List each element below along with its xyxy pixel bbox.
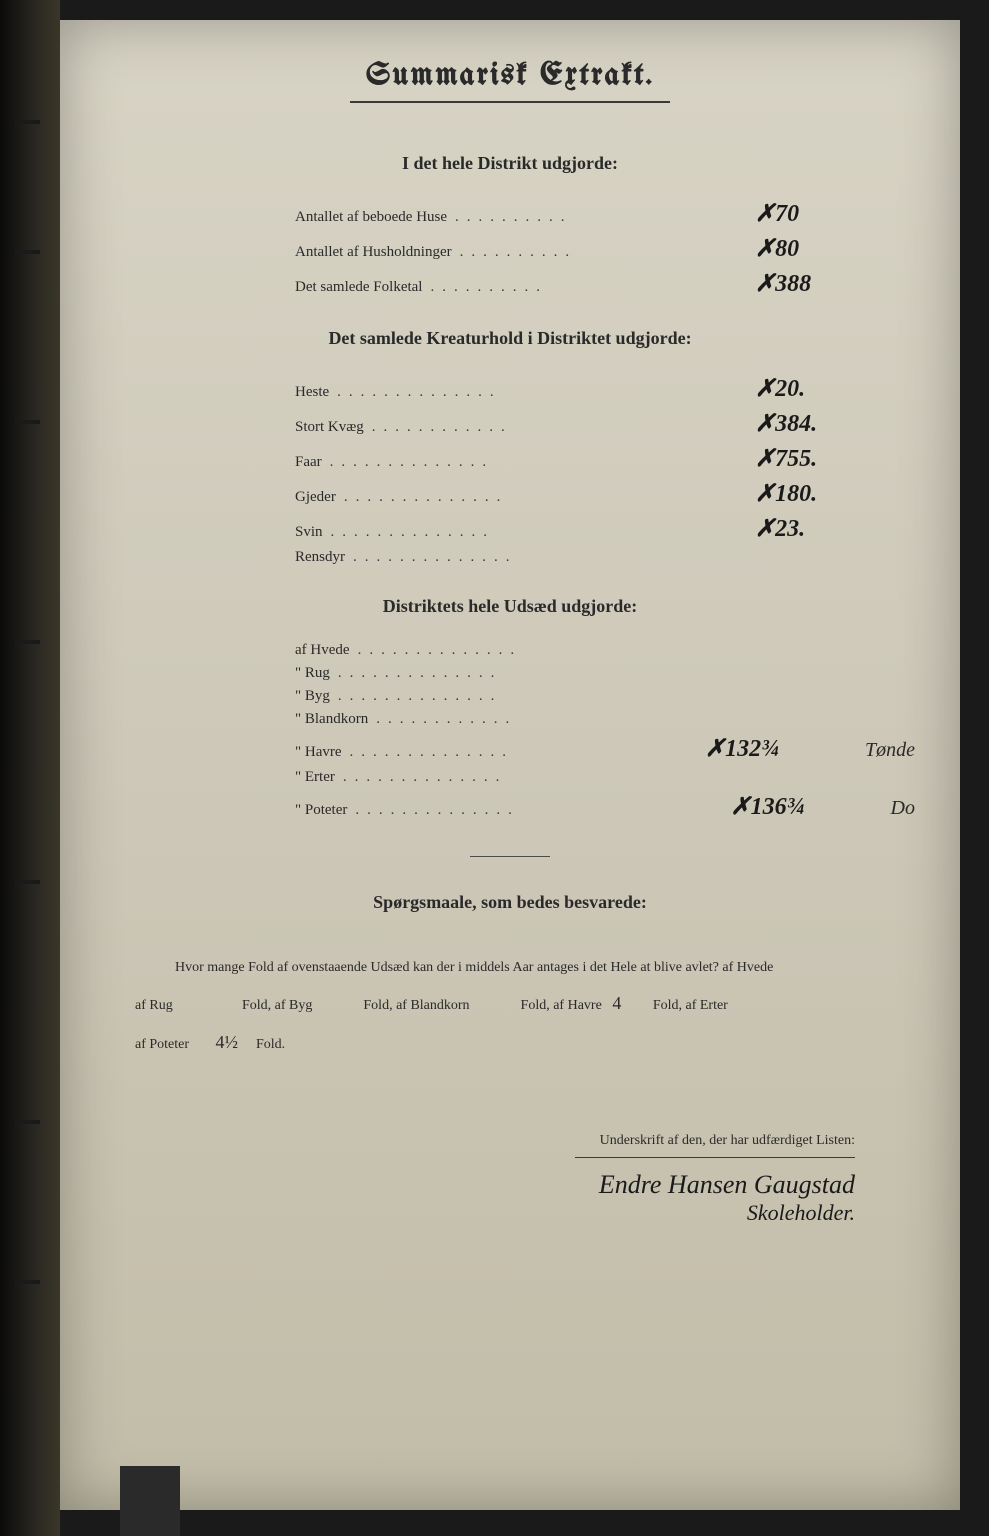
table-row: Stort Kvæg ............ ✗384. bbox=[295, 409, 915, 438]
binding-mark bbox=[15, 640, 40, 644]
dot-leader: .......... bbox=[452, 244, 755, 261]
q-label: af Rug bbox=[135, 991, 205, 1022]
table-row: " Rug .............. bbox=[295, 665, 915, 682]
row-label: " Poteter bbox=[295, 802, 347, 819]
dot-leader: ............ bbox=[364, 419, 755, 436]
q-after: Fold, af Byg bbox=[242, 998, 312, 1013]
binding-mark bbox=[15, 420, 40, 424]
dot-leader: ............ bbox=[368, 711, 755, 728]
binding-mark bbox=[15, 1120, 40, 1124]
table-row: Gjeder .............. ✗180. bbox=[295, 479, 915, 508]
signature-label: Underskrift af den, der har udfærdiget L… bbox=[105, 1133, 855, 1149]
table-row: Antallet af Husholdninger .......... ✗80 bbox=[295, 234, 915, 263]
table-row: " Byg .............. bbox=[295, 688, 915, 705]
table-row: Faar .............. ✗755. bbox=[295, 444, 915, 473]
table-row: " Havre .............. ✗132¾ Tønde bbox=[295, 734, 915, 763]
row-value: ✗70 bbox=[755, 199, 915, 228]
table-row: Svin .............. ✗23. bbox=[295, 514, 915, 543]
row-value: ✗23. bbox=[755, 514, 915, 543]
dot-leader: .............. bbox=[330, 665, 755, 682]
dot-leader: .............. bbox=[336, 489, 755, 506]
row-label: Antallet af Husholdninger bbox=[295, 244, 452, 261]
row-label: Svin bbox=[295, 524, 323, 541]
row-value: ✗132¾ bbox=[705, 734, 865, 763]
row-label: Det samlede Folketal bbox=[295, 279, 422, 296]
row-value: ✗80 bbox=[755, 234, 915, 263]
table-row: af Hvede .............. bbox=[295, 642, 915, 659]
question-intro: Hvor mange Fold af ovenstaaende Udsæd ka… bbox=[135, 953, 885, 984]
title-underline bbox=[350, 101, 670, 103]
row-label: " Blandkorn bbox=[295, 711, 368, 728]
q-label: af Poteter bbox=[135, 1030, 205, 1061]
table-row: " Erter .............. bbox=[295, 769, 915, 786]
table-row: Rensdyr .............. bbox=[295, 549, 915, 566]
dot-leader: .......... bbox=[422, 279, 755, 296]
q-after: Fold, af Blandkorn bbox=[363, 998, 469, 1013]
row-value: ✗755. bbox=[755, 444, 915, 473]
row-value: ✗136¾ bbox=[731, 792, 891, 821]
row-label: " Erter bbox=[295, 769, 335, 786]
table-row: Det samlede Folketal .......... ✗388 bbox=[295, 269, 915, 298]
binding-mark bbox=[15, 880, 40, 884]
binding-mark bbox=[15, 250, 40, 254]
row-unit: Tønde bbox=[865, 739, 915, 762]
row-label: Faar bbox=[295, 454, 322, 471]
q-after: Fold, af Havre bbox=[521, 998, 602, 1013]
dot-leader: .............. bbox=[345, 549, 755, 566]
book-binding bbox=[0, 0, 60, 1536]
row-value: ✗20. bbox=[755, 374, 915, 403]
dot-leader: .............. bbox=[323, 524, 755, 541]
dot-leader: .............. bbox=[335, 769, 755, 786]
row-label: " Rug bbox=[295, 665, 330, 682]
table-row: Antallet af beboede Huse .......... ✗70 bbox=[295, 199, 915, 228]
section2-heading: Det samlede Kreaturhold i Distriktet udg… bbox=[105, 328, 915, 349]
dot-leader: .............. bbox=[329, 384, 755, 401]
row-unit: Do bbox=[891, 797, 915, 820]
q-after: Fold, af Erter bbox=[653, 998, 728, 1013]
signature-title: Skoleholder. bbox=[105, 1200, 855, 1226]
row-label: " Byg bbox=[295, 688, 330, 705]
q-after: Fold. bbox=[256, 1037, 285, 1052]
dot-leader: .............. bbox=[342, 744, 705, 761]
binding-mark bbox=[15, 120, 40, 124]
row-label: " Havre bbox=[295, 744, 342, 761]
signature-name: Endre Hansen Gaugstad bbox=[105, 1170, 855, 1200]
row-label: Stort Kvæg bbox=[295, 419, 364, 436]
dot-leader: .......... bbox=[447, 209, 755, 226]
row-label: Rensdyr bbox=[295, 549, 345, 566]
row-label: Heste bbox=[295, 384, 329, 401]
row-label: Antallet af beboede Huse bbox=[295, 209, 447, 226]
row-value: ✗388 bbox=[755, 269, 915, 298]
section-divider bbox=[470, 856, 550, 857]
section3-heading: Distriktets hele Udsæd udgjorde: bbox=[105, 596, 915, 617]
row-label: af Hvede bbox=[295, 642, 350, 659]
binding-mark bbox=[15, 1280, 40, 1284]
dot-leader: .............. bbox=[347, 802, 730, 819]
questions-block: Hvor mange Fold af ovenstaaende Udsæd ka… bbox=[135, 953, 885, 1063]
q-value: 4 bbox=[612, 984, 642, 1024]
dot-leader: .............. bbox=[330, 688, 755, 705]
document-page: Summarisk Extrakt. I det hele Distrikt u… bbox=[60, 20, 960, 1510]
row-value: ✗384. bbox=[755, 409, 915, 438]
dot-leader: .............. bbox=[350, 642, 755, 659]
corner-artifact bbox=[120, 1466, 180, 1536]
signature-line bbox=[575, 1157, 855, 1158]
section1-heading: I det hele Distrikt udgjorde: bbox=[105, 153, 915, 174]
table-row: " Poteter .............. ✗136¾ Do bbox=[295, 792, 915, 821]
questions-heading: Spørgsmaale, som bedes besvarede: bbox=[105, 892, 915, 913]
table-row: " Blandkorn ............ bbox=[295, 711, 915, 728]
question-line: af Rug Fold, af Byg Fold, af Blandkorn F… bbox=[135, 984, 885, 1024]
row-value: ✗180. bbox=[755, 479, 915, 508]
signature-block: Underskrift af den, der har udfærdiget L… bbox=[105, 1133, 915, 1226]
q-value: 4½ bbox=[216, 1023, 246, 1063]
dot-leader: .............. bbox=[322, 454, 755, 471]
question-line: af Poteter 4½ Fold. bbox=[135, 1023, 885, 1063]
row-label: Gjeder bbox=[295, 489, 336, 506]
table-row: Heste .............. ✗20. bbox=[295, 374, 915, 403]
document-title: Summarisk Extrakt. bbox=[105, 60, 915, 93]
